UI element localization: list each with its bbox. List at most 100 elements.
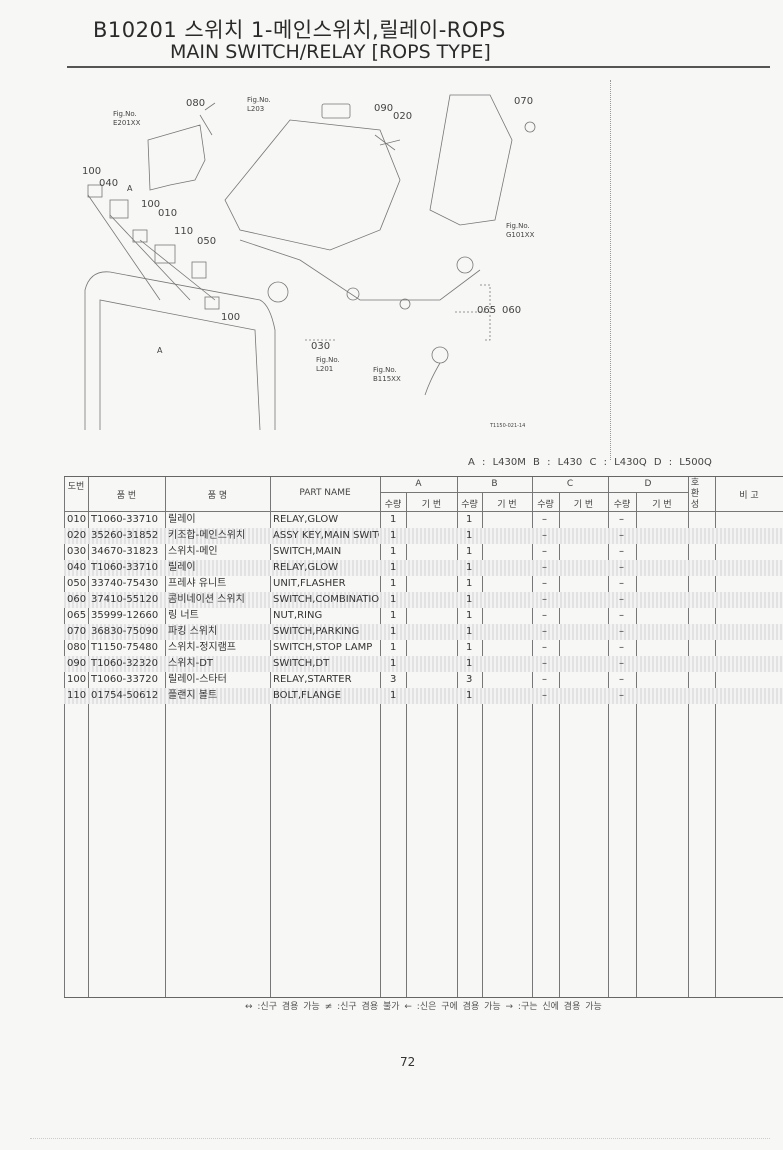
- table-row: 050 33740-75430 프레샤 유니트 UNIT,FLASHER 1 1 – –: [64, 576, 783, 592]
- header-qty-d: 수량: [613, 500, 631, 510]
- table-row: 020 35260-31852 키조합-메인스위치 ASSY KEY,MAIN SWI…: [64, 528, 783, 544]
- cell-part-name: SWITCH,STOP LAMP: [273, 642, 373, 653]
- callout-100b: 100: [141, 199, 161, 210]
- bracket-plate: [147, 124, 206, 191]
- combination-switch-lower: [431, 346, 449, 364]
- table-row: 100 T1060-33720 릴레이-스타터 RELAY,STARTER 3 3 – –: [64, 672, 783, 688]
- cell-qty-c: –: [542, 514, 547, 525]
- cell-qty-b: 1: [466, 514, 473, 525]
- cell-part-name: SWITCH,PARKING: [273, 626, 360, 637]
- cell-qty-c: –: [542, 674, 547, 685]
- cell-ref-no: 010: [67, 514, 87, 525]
- grid-line: [715, 477, 716, 997]
- cell-qty-d: –: [619, 514, 624, 525]
- grid-line: [380, 477, 381, 997]
- cell-qty-b: 1: [466, 546, 473, 557]
- combination-switch-part: [456, 256, 474, 274]
- ref-mark-a-bottom: A: [157, 346, 163, 355]
- table-row: 010 T1060-33710 릴레이 RELAY,GLOW 1 1 – –: [64, 512, 783, 528]
- fig-ref-l201: Fig.No. L201: [316, 356, 340, 373]
- cell-part-name: RELAY,GLOW: [273, 562, 339, 573]
- table-row: 060 37410-55120 콤비네이션 스위치 SWITCH,COMBINATIO…: [64, 592, 783, 608]
- header-name-kr: 품 명: [207, 491, 228, 501]
- cell-qty-d: –: [619, 562, 624, 573]
- cell-name-kr: 릴레이: [168, 514, 196, 525]
- cell-part-name: NUT,RING: [273, 610, 323, 621]
- cell-part-name: SWITCH,DT: [273, 658, 330, 669]
- cell-qty-b: 1: [466, 530, 473, 541]
- header-serial-d: 기 번: [652, 500, 672, 510]
- cell-qty-b: 1: [466, 562, 473, 573]
- grid-line: [380, 492, 688, 493]
- cell-qty-a: 1: [390, 562, 397, 573]
- grid-line: [532, 477, 533, 997]
- cell-qty-a: 3: [390, 674, 397, 685]
- cell-qty-c: –: [542, 530, 547, 541]
- cell-part-name: SWITCH,MAIN: [273, 546, 342, 557]
- cell-name-kr: 스위치-메인: [168, 546, 218, 557]
- header-serial-c: 기 번: [573, 500, 594, 510]
- cell-name-kr: 콤비네이션 스위치: [168, 594, 245, 605]
- cell-part-name: ASSY KEY,MAIN SWITCH: [273, 530, 379, 541]
- cell-ref-no: 050: [67, 578, 87, 589]
- cell-part-no: 37410-55120: [91, 594, 159, 605]
- cell-qty-a: 1: [390, 578, 397, 589]
- cell-qty-d: –: [619, 642, 624, 653]
- table-row: 080 T1150-75480 스위치-정지램프 SWITCH,STOP LAMP 1 1…: [64, 640, 783, 656]
- cell-part-name: RELAY,STARTER: [273, 674, 352, 685]
- main-switch-part: [267, 281, 289, 303]
- header-ref-no: 도번: [67, 482, 85, 492]
- cell-part-no: T1060-33710: [91, 514, 158, 525]
- header-qty-c: 수량: [537, 500, 554, 510]
- cell-qty-a: 1: [390, 626, 397, 637]
- relay-part: [87, 184, 103, 198]
- cell-ref-no: 090: [67, 658, 87, 669]
- table-row: 065 35999-12660 링 너트 NUT,RING 1 1 – –: [64, 608, 783, 624]
- bracket-060: [455, 284, 491, 341]
- cell-qty-d: –: [619, 546, 624, 557]
- cell-part-name: RELAY,GLOW: [273, 514, 339, 525]
- grid-line: [64, 477, 65, 997]
- cell-part-no: 01754-50612: [91, 690, 159, 701]
- header-remarks: 비 고: [739, 491, 759, 501]
- cell-qty-b: 1: [466, 642, 473, 653]
- header-part-no: 품 번: [116, 491, 137, 501]
- rops-frame-inner: [99, 299, 261, 431]
- callout-065: 065: [477, 305, 497, 316]
- cell-qty-c: –: [542, 578, 547, 589]
- callout-080: 080: [186, 98, 206, 109]
- cell-part-no: T1150-75480: [91, 642, 158, 653]
- header-group-a: A: [415, 479, 422, 489]
- cell-part-no: 36830-75090: [91, 626, 159, 637]
- cell-name-kr: 플랜지 볼트: [168, 690, 218, 701]
- cell-qty-c: –: [542, 594, 547, 605]
- model-legend: A : L430M B : L430 C : L430Q D : L500Q: [468, 457, 712, 468]
- cell-part-no: T1060-32320: [91, 658, 158, 669]
- cell-qty-b: 1: [466, 690, 473, 701]
- callout-010: 010: [158, 208, 178, 219]
- callout-030: 030: [311, 341, 331, 352]
- cell-qty-d: –: [619, 626, 624, 637]
- cell-name-kr: 스위치-DT: [168, 658, 214, 669]
- cell-part-no: 35260-31852: [91, 530, 159, 541]
- cell-part-name: SWITCH,COMBINATION: [273, 594, 379, 605]
- parking-cover: [429, 94, 513, 226]
- relay-part-3: [132, 229, 148, 243]
- cell-qty-a: 1: [390, 658, 397, 669]
- page-title-korean: B10201 스위치 1-메인스위치,릴레이-ROPS: [93, 18, 506, 42]
- cell-ref-no: 100: [67, 674, 87, 685]
- page-number: 72: [400, 1055, 416, 1069]
- cell-ref-no: 070: [67, 626, 87, 637]
- ring-nut-part: [346, 287, 360, 301]
- callout-060: 060: [502, 305, 522, 316]
- cell-qty-d: –: [619, 674, 624, 685]
- relay-part-5: [204, 296, 220, 310]
- cell-part-no: T1060-33720: [91, 674, 158, 685]
- grid-line: [482, 492, 483, 997]
- cell-name-kr: 파킹 스위치: [168, 626, 218, 637]
- ring-nut-part-2: [399, 298, 411, 310]
- cell-qty-b: 1: [466, 658, 473, 669]
- cell-ref-no: 020: [67, 530, 87, 541]
- grid-line: [88, 477, 89, 997]
